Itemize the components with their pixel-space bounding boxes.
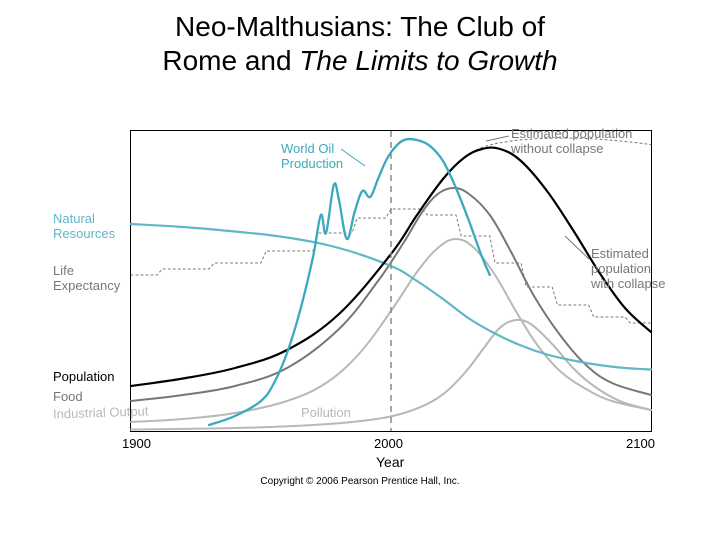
series-label-7: without collapse [511, 141, 604, 156]
series-label-12: Food [53, 389, 83, 404]
series-label-11: Population [53, 369, 114, 384]
title-line-2-italic: The Limits to Growth [299, 45, 557, 76]
series-label-4: World Oil [281, 141, 334, 156]
x-tick-1900: 1900 [122, 436, 151, 451]
series-label-9: population [591, 261, 651, 276]
series-label-0: Natural [53, 211, 95, 226]
series-label-1: Resources [53, 226, 115, 241]
series-label-6: Estimated population [511, 126, 632, 141]
series-label-14: Pollution [301, 405, 351, 420]
slide: Neo-Malthusians: The Club of Rome and Th… [0, 0, 720, 540]
series-label-8: Estimated [591, 246, 649, 261]
series-label-5: Production [281, 156, 343, 171]
title-line-2-plain: Rome and [162, 45, 299, 76]
leader-line-1 [486, 136, 509, 141]
copyright-text: Copyright © 2006 Pearson Prentice Hall, … [50, 476, 670, 487]
title-line-2: Rome and The Limits to Growth [0, 44, 720, 78]
leader-line-2 [565, 236, 589, 259]
plot-frame: NaturalResourcesLifeExpectancyWorld OilP… [130, 130, 652, 432]
x-axis-label: Year [376, 454, 404, 470]
plot-svg [131, 131, 651, 431]
series-label-3: Expectancy [53, 278, 120, 293]
chart: NaturalResourcesLifeExpectancyWorld OilP… [50, 110, 670, 490]
title-block: Neo-Malthusians: The Club of Rome and Th… [0, 0, 720, 77]
x-tick-2000: 2000 [374, 436, 403, 451]
x-tick-2100: 2100 [626, 436, 655, 451]
leader-line-0 [341, 149, 365, 166]
series-label-2: Life [53, 263, 74, 278]
title-line-1: Neo-Malthusians: The Club of [0, 10, 720, 44]
series-label-10: with collapse [591, 276, 665, 291]
